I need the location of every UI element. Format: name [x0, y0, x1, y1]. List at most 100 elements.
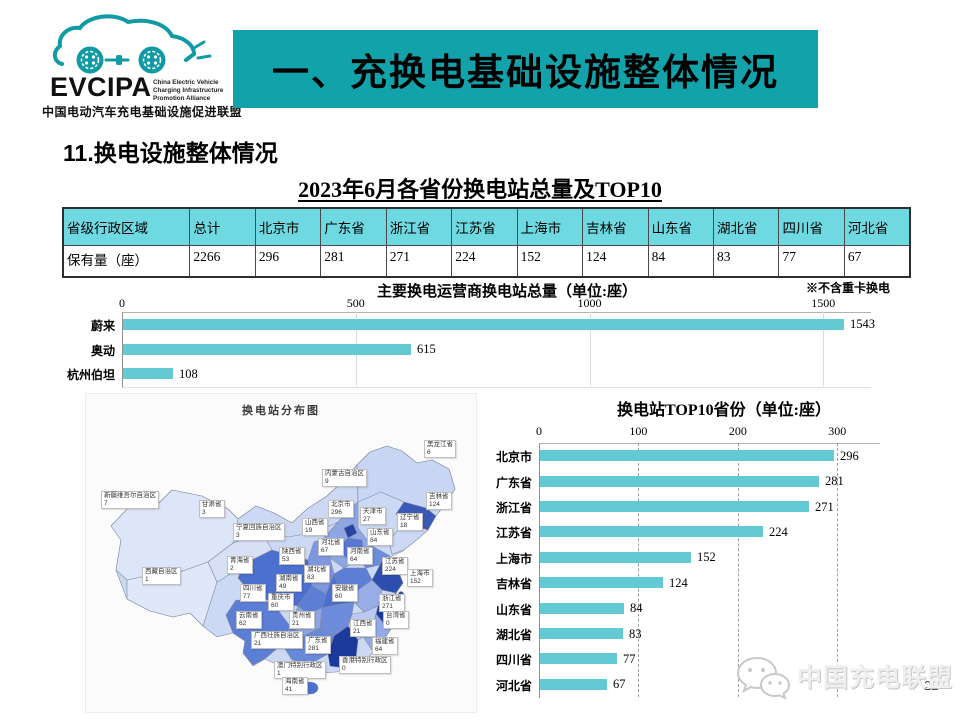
map-region-name: 黑龙江省 [427, 441, 453, 448]
map-region-label: 四川省 77 [240, 584, 266, 602]
map-region-label: 海南省 41 [282, 677, 308, 695]
map-region-label: 青海省 2 [227, 556, 253, 574]
map-region-value: 18 [400, 521, 408, 529]
table-data-cell: 124 [582, 245, 649, 278]
top10-plot-area [539, 443, 880, 698]
top10-x-tick: 100 [629, 424, 648, 438]
table-header-cell: 北京市 [254, 207, 322, 246]
map-region-value: 6 [427, 448, 431, 456]
map-region-label: 天津市 27 [360, 507, 386, 525]
operators-x-tick: 1500 [811, 296, 836, 310]
map-region-label: 湖北省 83 [304, 565, 330, 583]
map-region-label: 湖南省 49 [276, 574, 302, 592]
top10-category-label: 山东省 [495, 602, 532, 617]
map-region-name: 湖北省 [307, 566, 327, 573]
table-data-cell: 152 [516, 245, 584, 278]
map-region-value: 64 [350, 555, 358, 563]
map-region-value: 281 [308, 644, 319, 652]
map-region-value: 3 [236, 531, 240, 539]
map-region-label: 香港特别行政区 0 [339, 656, 391, 674]
table-header-cell: 上海市 [516, 207, 584, 246]
operators-x-tick: 1000 [577, 296, 602, 310]
map-region-value: 60 [335, 592, 343, 600]
top10-bar [540, 526, 763, 538]
logo-tagline: China Electric Vehicle Charging Infrastr… [153, 79, 223, 103]
map-region-value: 84 [370, 536, 378, 544]
operators-category-label: 蔚来 [90, 318, 115, 333]
map-region-label: 宁夏回族自治区 3 [233, 523, 285, 541]
map-region-value: 67 [321, 546, 329, 554]
banner-title: 一、充换电基础设施整体情况 [272, 53, 779, 94]
map-region-label: 河南省 64 [347, 547, 373, 565]
map-region-label: 福建省 64 [372, 637, 398, 655]
map-region-label: 北京市 296 [328, 500, 354, 518]
map-region-label: 黑龙江省 6 [424, 440, 456, 458]
top10-bar [540, 577, 663, 589]
table-data-cell: 281 [320, 245, 387, 278]
top10-bar-value: 152 [697, 550, 716, 565]
top10-bar-value: 83 [629, 626, 642, 641]
map-region-label: 辽宁省 18 [397, 513, 423, 531]
top10-bar [540, 475, 819, 487]
map-region-value: 27 [363, 515, 371, 523]
top10-bar [540, 653, 617, 665]
map-region-label: 澳门特别行政区 1 [274, 661, 326, 679]
map-region-value: 9 [325, 477, 329, 485]
map-region-label: 陕西省 53 [279, 547, 305, 565]
map-region-value: 271 [382, 602, 393, 610]
map-region-name: 四川省 [243, 585, 263, 592]
map-region-name: 广东省 [308, 637, 328, 644]
map-region-name: 内蒙古自治区 [325, 470, 364, 477]
top10-category-label: 广东省 [495, 475, 532, 490]
top10-category-label: 河北省 [495, 678, 532, 693]
map-region-name: 甘肃省 [202, 501, 222, 508]
top10-bar-value: 124 [669, 575, 688, 590]
table-header-cell: 总计 [189, 207, 256, 246]
wechat-icon [736, 656, 791, 700]
map-region-value: 21 [254, 639, 262, 647]
operators-category-label: 奥动 [90, 343, 115, 358]
map-region-value: 224 [385, 565, 396, 573]
map-region-value: 60 [271, 601, 279, 609]
map-region-label: 云南省 62 [236, 611, 262, 629]
table-data-cell: 2266 [189, 245, 256, 278]
map-region-name: 陕西省 [282, 548, 302, 555]
top10-category-label: 北京市 [495, 450, 532, 465]
operators-gridline [823, 312, 825, 386]
map-region-label: 吉林省 124 [426, 492, 452, 510]
map-region-label: 河北省 67 [318, 538, 344, 556]
operators-x-tick: 0 [119, 296, 125, 310]
table-header-cell: 河北省 [843, 207, 911, 246]
map-title: 换电站分布图 [242, 405, 320, 417]
operators-gridline [589, 312, 591, 386]
map-region-label: 山西省 19 [302, 518, 328, 536]
map-region-name: 青海省 [230, 557, 250, 564]
map-region-name: 贵州省 [292, 612, 312, 619]
operators-bar [123, 343, 411, 355]
map-region-value: 3 [202, 508, 206, 516]
map-region-name: 安徽省 [335, 585, 355, 592]
table-title: 2023年6月各省份换电站总量及TOP10 [298, 177, 662, 202]
map-region-name: 山西省 [305, 519, 325, 526]
top10-bar-value: 224 [769, 524, 788, 539]
top10-bar-value: 296 [840, 448, 859, 463]
table-header-cell: 吉林省 [582, 207, 649, 246]
top10-category-label: 上海市 [495, 551, 532, 566]
top10-category-label: 吉林省 [495, 577, 532, 592]
table-data-cell: 保有量（座） [62, 245, 191, 278]
map-region-name: 福建省 [375, 638, 395, 645]
operators-plot-area [122, 312, 871, 388]
map-region-label: 新疆维吾尔自治区 7 [101, 491, 159, 509]
table-header-cell: 山东省 [647, 207, 715, 246]
operators-bar [123, 318, 844, 330]
map-region-value: 62 [239, 619, 247, 627]
map-region-label: 江西省 21 [350, 619, 376, 637]
table-header-cell: 四川省 [778, 207, 845, 246]
top10-bar [540, 678, 607, 690]
table-data-cell: 271 [385, 245, 453, 278]
map-region-name: 湖南省 [279, 575, 299, 582]
map-region-value: 1 [145, 575, 149, 583]
map-region-value: 21 [353, 627, 361, 635]
map-region-value: 1 [277, 669, 281, 677]
table-header-cell: 江苏省 [451, 207, 518, 246]
